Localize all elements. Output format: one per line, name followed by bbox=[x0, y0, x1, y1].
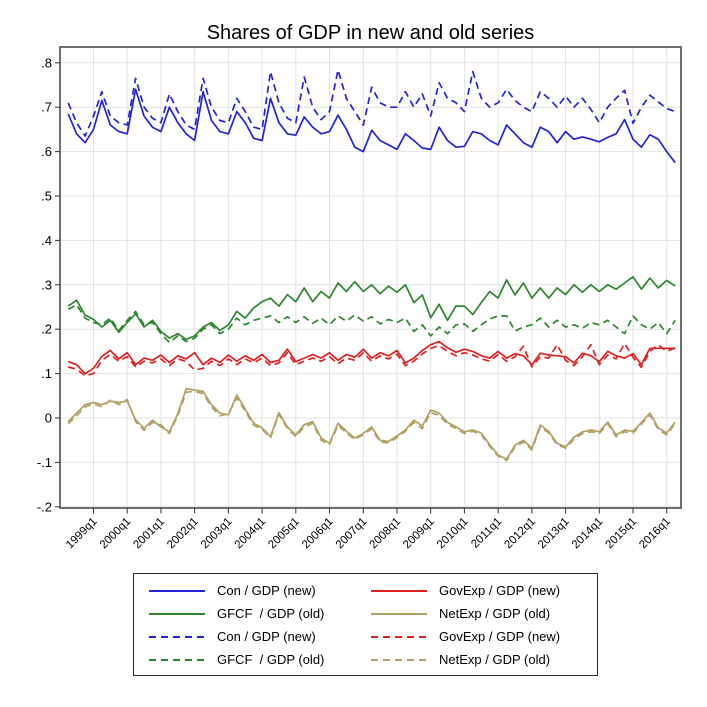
y-tick-label: .8 bbox=[41, 55, 52, 70]
legend-line-sample-dashed bbox=[149, 659, 205, 661]
y-tick-label: -.2 bbox=[37, 499, 52, 514]
x-tick-label: 2010q1 bbox=[435, 516, 471, 552]
legend-line-sample-solid bbox=[149, 613, 205, 615]
y-tick-label: .1 bbox=[41, 366, 52, 381]
legend-line-sample-solid bbox=[371, 613, 427, 615]
legend: Con / GDP (new) GFCF / GDP (old) Con / GDP… bbox=[133, 573, 598, 676]
x-tick-label: 2003q1 bbox=[199, 516, 235, 552]
legend-entry: NetExp / GDP (old) bbox=[371, 606, 550, 622]
legend-line-sample-solid bbox=[149, 590, 205, 592]
x-tick-label: 2011q1 bbox=[469, 516, 504, 551]
plot-border bbox=[59, 46, 682, 509]
y-tick-label: -.1 bbox=[37, 455, 52, 470]
series-line-1-solid bbox=[67, 275, 676, 341]
legend-line-sample-dashed bbox=[371, 636, 427, 638]
x-tick-label: 2000q1 bbox=[98, 516, 134, 552]
legend-label: NetExp / GDP (old) bbox=[439, 652, 551, 667]
y-tick-label: .6 bbox=[41, 144, 52, 159]
legend-entry: Con / GDP (new) bbox=[149, 629, 316, 645]
legend-entry: NetExp / GDP (old) bbox=[371, 652, 550, 668]
legend-line-sample-solid bbox=[371, 590, 427, 592]
x-tick-label: 2005q1 bbox=[266, 516, 302, 552]
y-tick-label: .2 bbox=[41, 322, 52, 337]
legend-label: GovExp / GDP (new) bbox=[439, 629, 561, 644]
chart-title: Shares of GDP in new and old series bbox=[206, 22, 535, 44]
legend-label: NetExp / GDP (old) bbox=[439, 606, 551, 621]
y-tick-label: .4 bbox=[41, 233, 52, 248]
series-line-4-dashed bbox=[67, 69, 676, 137]
legend-line-sample-dashed bbox=[149, 636, 205, 638]
x-tick-label: 2004q1 bbox=[233, 516, 269, 552]
x-tick-label: 2013q1 bbox=[536, 516, 572, 552]
y-tick-label: .7 bbox=[41, 100, 52, 115]
legend-label: Con / GDP (new) bbox=[217, 583, 316, 598]
x-tick-label: 2008q1 bbox=[367, 516, 403, 552]
x-tick-label: 2014q1 bbox=[570, 516, 606, 552]
legend-entry: GFCF / GDP (old) bbox=[149, 652, 324, 668]
legend-entry: GovExp / GDP (new) bbox=[371, 629, 560, 645]
series-line-2-solid bbox=[67, 340, 676, 375]
legend-label: Con / GDP (new) bbox=[217, 629, 316, 644]
x-tick-label: 2006q1 bbox=[300, 516, 336, 552]
x-tick-label: 2007q1 bbox=[334, 516, 370, 552]
legend-label: GovExp / GDP (new) bbox=[439, 583, 561, 598]
y-tick-label: 0 bbox=[45, 411, 52, 426]
legend-line-sample-dashed bbox=[371, 659, 427, 661]
series-line-7-dashed bbox=[67, 390, 676, 462]
x-tick-label: 2001q1 bbox=[131, 516, 167, 552]
series-line-6-dashed bbox=[67, 342, 676, 377]
x-tick-label: 2012q1 bbox=[502, 516, 538, 552]
legend-label: GFCF / GDP (old) bbox=[217, 606, 325, 621]
x-tick-label: 2016q1 bbox=[637, 516, 673, 552]
gdp-shares-plot: .8 .7 .6 .5 .4 .3 .2 .1 0 -.1 -.2 1999q12000q12001q… bbox=[37, 46, 682, 552]
x-tick-label: 1999q1 bbox=[64, 516, 100, 552]
x-tick-label: 2015q1 bbox=[604, 516, 640, 552]
series-line-5-dashed bbox=[67, 303, 676, 344]
x-tick-label: 2002q1 bbox=[165, 516, 201, 552]
y-tick-label: .3 bbox=[41, 277, 52, 292]
legend-label: GFCF / GDP (old) bbox=[217, 652, 325, 667]
y-tick-label: .5 bbox=[41, 189, 52, 204]
legend-entry: GovExp / GDP (new) bbox=[371, 583, 560, 599]
legend-entry: GFCF / GDP (old) bbox=[149, 606, 324, 622]
x-tick-label: 2009q1 bbox=[401, 516, 437, 552]
series-line-0-solid bbox=[67, 88, 676, 164]
legend-entry: Con / GDP (new) bbox=[149, 583, 316, 599]
